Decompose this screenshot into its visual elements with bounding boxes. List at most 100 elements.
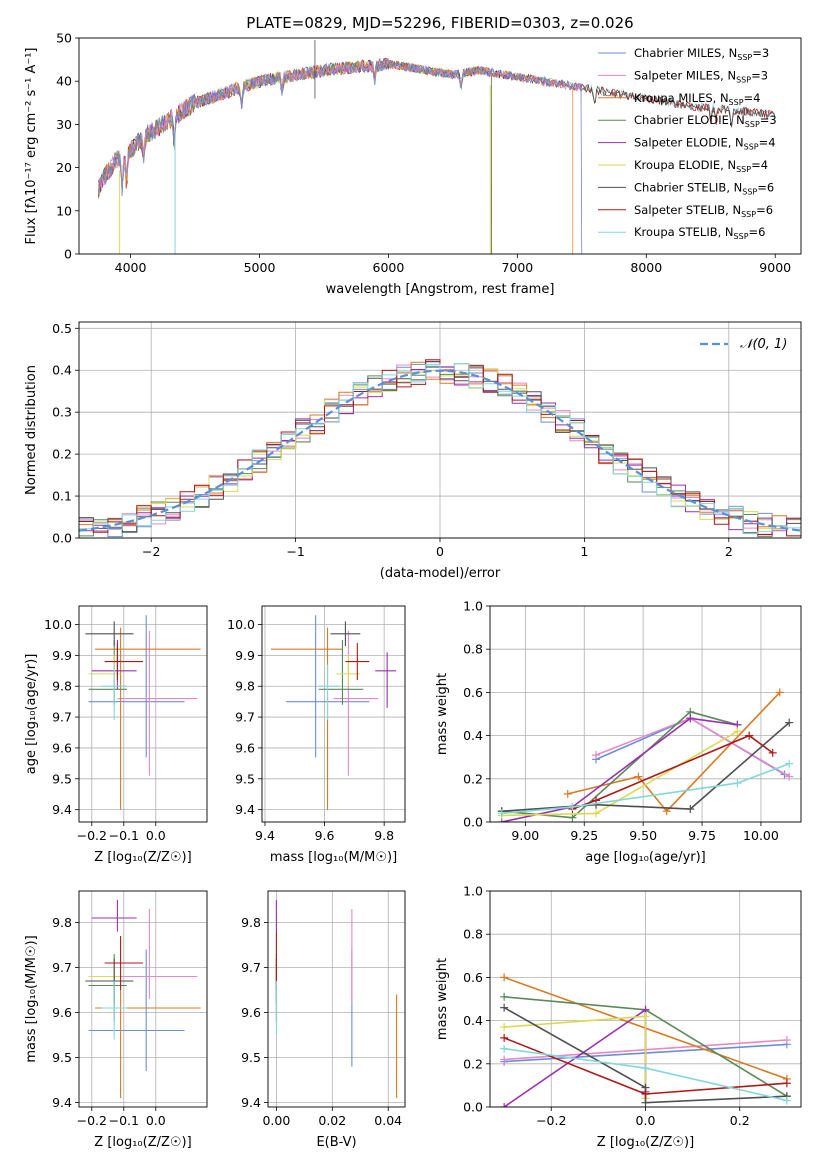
panel-massweight-vs-Z: −0.2 0.0 0.2 0.0 0.2 0.4 0.6 0.8 1.0 Z [log₁₀(Z/Z… [435,884,802,1150]
figure-title: PLATE=0829, MJD=52296, FIBERID=0303, z=0… [246,14,633,32]
weight-point [592,751,601,760]
legend-entry: Salpeter MILES, NSSP=3 [634,68,768,84]
legend-entry: Kroupa MILES, NSSP=4 [634,91,760,107]
panel-mass-vs-ebv: 0.00 0.02 0.04 9.4 9.5 9.6 9.7 9.8 E(B-V) [241,890,406,1150]
y-tick-label: 9.8 [235,679,255,694]
x-tick-label: 9.6 [315,828,335,843]
y-tick-label: 9.7 [235,710,255,725]
y-axis-label: Flux [fλ10⁻¹⁷ erg cm⁻² s⁻¹ A⁻¹] [24,48,39,245]
x-axis-label: (data-model)/error [380,566,501,581]
weight-point [500,1055,509,1064]
y-tick-label: 1.0 [463,884,483,899]
weight-point [563,789,572,798]
y-tick-label: 10.0 [44,617,72,632]
axes-frame [489,605,802,823]
x-axis-label: wavelength [Angstrom, rest frame] [326,282,555,297]
y-tick-label: 0.8 [463,642,483,657]
y-tick-label: 9.6 [241,1005,261,1020]
weight-point [500,992,509,1001]
y-tick-label: 0.4 [463,728,483,743]
y-tick-label: 9.4 [52,802,72,817]
x-axis-label: Z [log₁₀(Z/Z☉)] [94,850,191,865]
y-axis-label: mass [log₁₀(M/M☉)] [24,935,39,1062]
x-tick-label: 10.00 [743,828,779,843]
y-tick-label: 0.0 [463,815,483,830]
panel-spectrum: 4000 5000 6000 7000 8000 9000 0 10 20 30 40 50 wavel… [24,31,802,297]
weight-line [501,762,790,815]
axes-frame [78,321,802,539]
y-tick-label: 9.4 [241,1095,261,1110]
y-tick-label: 0.0 [52,531,72,546]
histogram-step [79,363,801,535]
normal-curve [79,369,801,532]
x-axis-label: age [log₁₀(age/yr)] [585,850,706,865]
weight-line [567,691,781,813]
axes-frame [267,890,406,1108]
plot-area [79,359,801,538]
weight-line [595,717,785,776]
y-tick-label: 9.9 [52,648,72,663]
x-tick-label: 0.0 [636,1113,656,1128]
x-tick-label: 0.0 [146,1113,166,1128]
weight-point [568,813,577,822]
plot-area [85,900,201,1098]
legend: Chabrier MILES, NSSP=3 Salpeter MILES, NS… [598,46,777,241]
weight-point [634,772,643,781]
spectrum-line [97,58,583,254]
weight-point [641,1012,650,1021]
x-axis-label: E(B-V) [316,1135,356,1150]
weight-point [686,805,695,814]
x-tick-label: 0 [436,544,444,559]
y-tick-label: 0.0 [463,1100,483,1115]
y-tick-label: 20 [56,160,72,175]
x-tick-label: 0.02 [318,1113,346,1128]
x-tick-label: 4000 [115,260,147,275]
spectrum-line [97,57,583,254]
axes-frame [261,605,406,823]
weight-point [500,1003,509,1012]
weight-point [782,1036,791,1045]
y-tick-label: 30 [56,117,72,132]
x-tick-label: 9.50 [629,828,657,843]
weight-point [592,809,601,818]
weight-point [500,1103,509,1107]
panel-age-vs-Z: −0.2 −0.1 0.0 9.4 9.5 9.6 9.7 9.8 9.9 10.0 Z [log₁… [24,605,208,865]
x-tick-label: −2 [142,544,160,559]
weight-point [733,727,742,736]
x-tick-label: 9.00 [511,828,539,843]
legend-entry: 𝒩(0, 1) [740,337,787,352]
spectrum-line [97,59,492,254]
legend-entry: Chabrier STELIB, NSSP=6 [634,180,774,196]
y-tick-label: 9.6 [52,740,72,755]
weight-point [497,809,506,818]
x-tick-label: −0.2 [536,1113,566,1128]
y-tick-label: 9.5 [241,1050,261,1065]
y-tick-label: 9.7 [52,960,72,975]
x-tick-label: 9.25 [570,828,598,843]
legend-entry: Kroupa STELIB, NSSP=6 [634,225,765,241]
x-tick-label: 0.00 [262,1113,290,1128]
x-tick-label: −0.1 [109,1113,139,1128]
x-axis-label: Z [log₁₀(Z/Z☉)] [597,1135,694,1150]
weight-point [785,759,794,768]
x-tick-label: 8000 [630,260,662,275]
plot-area [500,973,791,1107]
y-tick-label: 0.5 [52,321,72,336]
y-tick-label: 9.4 [235,802,255,817]
y-axis-label: age [log₁₀(age/yr)] [24,654,39,775]
panel-massweight-vs-age: 9.00 9.25 9.50 9.75 10.00 0.0 0.2 0.4 0.6 0.8 1.0 a… [435,599,802,865]
y-axis-label: Normed distribution [24,365,39,495]
axes-frame [78,890,208,1108]
x-tick-label: 2 [725,544,733,559]
y-tick-label: 9.6 [235,740,255,755]
y-tick-label: 10.0 [227,617,255,632]
y-axis-label: mass weight [435,958,450,1040]
x-tick-label: 9.4 [255,828,275,843]
x-tick-label: 9.75 [688,828,716,843]
x-tick-label: 5000 [244,260,276,275]
axes-frame [78,37,802,255]
x-tick-label: 0.0 [146,828,166,843]
x-tick-label: −0.1 [109,828,139,843]
weight-point [785,718,794,727]
legend-entry: Kroupa ELODIE, NSSP=4 [634,158,768,174]
